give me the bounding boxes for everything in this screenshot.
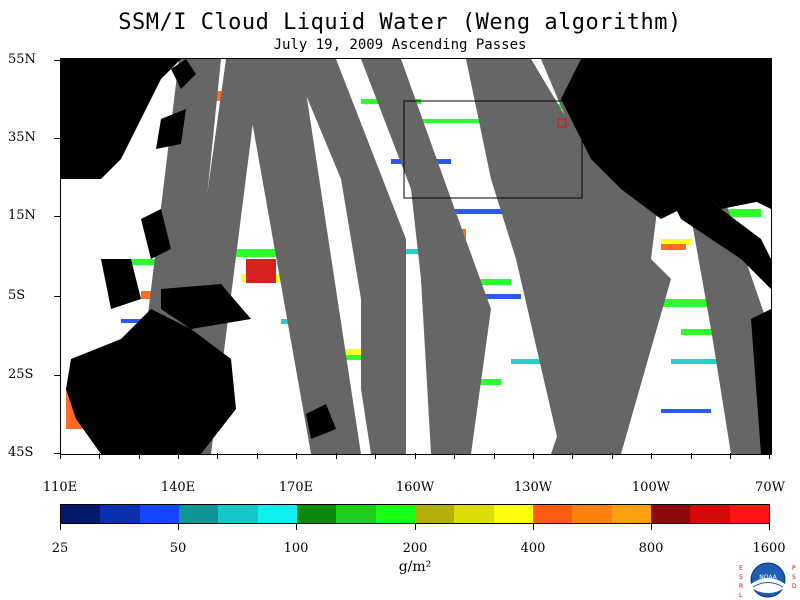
colorbar-swatch (296, 505, 337, 523)
lat-label-15n: 15N (8, 208, 36, 223)
lon-tick (454, 453, 455, 459)
colorbar-label: 100 (283, 541, 309, 556)
lon-tick (60, 453, 61, 459)
chart-title: SSM/I Cloud Liquid Water (Weng algorithm… (118, 10, 682, 35)
colorbar-swatch (650, 505, 691, 523)
lon-tick (99, 453, 100, 459)
lat-tick (54, 375, 60, 376)
colorbar-tick (533, 524, 534, 530)
logo-esrl-r: R (739, 583, 743, 590)
lat-tick (54, 60, 60, 61)
lon-tick (572, 453, 573, 459)
colorbar (60, 504, 770, 524)
lat-tick (54, 138, 60, 139)
noaa-logo: E S R L P S D NOAA (739, 562, 797, 599)
colorbar-swatch (375, 505, 415, 523)
chart-subtitle: July 19, 2009 Ascending Passes (273, 37, 527, 53)
lon-tick (494, 453, 495, 459)
lat-tick (54, 453, 60, 454)
units-label: g/m² (398, 559, 432, 575)
lon-tick (651, 453, 652, 459)
colorbar-swatch (414, 505, 455, 523)
lon-label-110e: 110E (42, 480, 78, 495)
lon-tick (415, 453, 416, 459)
lat-tick (54, 216, 60, 217)
colorbar-label: 25 (51, 541, 69, 556)
logo-psd-d: D (792, 583, 797, 590)
colorbar-label: 800 (638, 541, 664, 556)
colorbar-label: 400 (520, 541, 546, 556)
colorbar-swatch (61, 505, 101, 523)
lon-label-140e: 140E (160, 480, 196, 495)
lon-tick (257, 453, 258, 459)
colorbar-swatch (690, 505, 730, 523)
map-svg (61, 59, 771, 454)
lon-tick (139, 453, 140, 459)
logo-esrl-l: L (739, 592, 743, 599)
lon-tick (178, 453, 179, 459)
colorbar-label: 200 (402, 541, 428, 556)
colorbar-swatch (611, 505, 651, 523)
colorbar-tick (296, 524, 297, 530)
logo-noaa-text: NOAA (759, 574, 777, 581)
logo-psd-p: P (792, 565, 796, 572)
lon-tick (769, 453, 770, 459)
lon-label-160w: 160W (395, 480, 435, 495)
logo-esrl-s: S (739, 574, 743, 581)
lon-tick (533, 453, 534, 459)
lon-tick (730, 453, 731, 459)
colorbar-tick (178, 524, 179, 530)
lat-label-35n: 35N (8, 130, 36, 145)
lat-label-45s: 45S (8, 445, 34, 460)
lat-label-25s: 25S (8, 367, 34, 382)
lon-label-170e: 170E (278, 480, 314, 495)
colorbar-tick (651, 524, 652, 530)
lon-tick (336, 453, 337, 459)
lon-tick (691, 453, 692, 459)
colorbar-swatch (218, 505, 258, 523)
colorbar-swatch (178, 505, 219, 523)
colorbar-tick (415, 524, 416, 530)
colorbar-tick (60, 524, 61, 530)
lon-label-70w: 70W (755, 480, 785, 495)
colorbar-swatch (532, 505, 573, 523)
lon-tick (375, 453, 376, 459)
lat-label-55n: 55N (8, 52, 36, 67)
lon-tick (217, 453, 218, 459)
lat-label-5s: 5S (8, 288, 26, 303)
colorbar-swatch (100, 505, 140, 523)
colorbar-label: 1600 (752, 541, 786, 556)
lon-label-100w: 100W (631, 480, 671, 495)
colorbar-label: 50 (169, 541, 187, 556)
colorbar-swatch (139, 505, 179, 523)
lon-tick (612, 453, 613, 459)
colorbar-tick (769, 524, 770, 530)
logo-psd-s: S (792, 574, 796, 581)
location-marker (557, 118, 567, 128)
colorbar-swatch (729, 505, 769, 523)
colorbar-swatch (493, 505, 533, 523)
lon-tick (296, 453, 297, 459)
region-box (403, 100, 583, 199)
colorbar-swatch (257, 505, 297, 523)
lon-label-130w: 130W (513, 480, 553, 495)
lat-tick (54, 296, 60, 297)
map-area (60, 58, 772, 455)
colorbar-swatch (454, 505, 494, 523)
land-masses (61, 59, 771, 454)
logo-esrl-e: E (739, 565, 743, 572)
colorbar-swatch (336, 505, 376, 523)
colorbar-swatch (572, 505, 612, 523)
